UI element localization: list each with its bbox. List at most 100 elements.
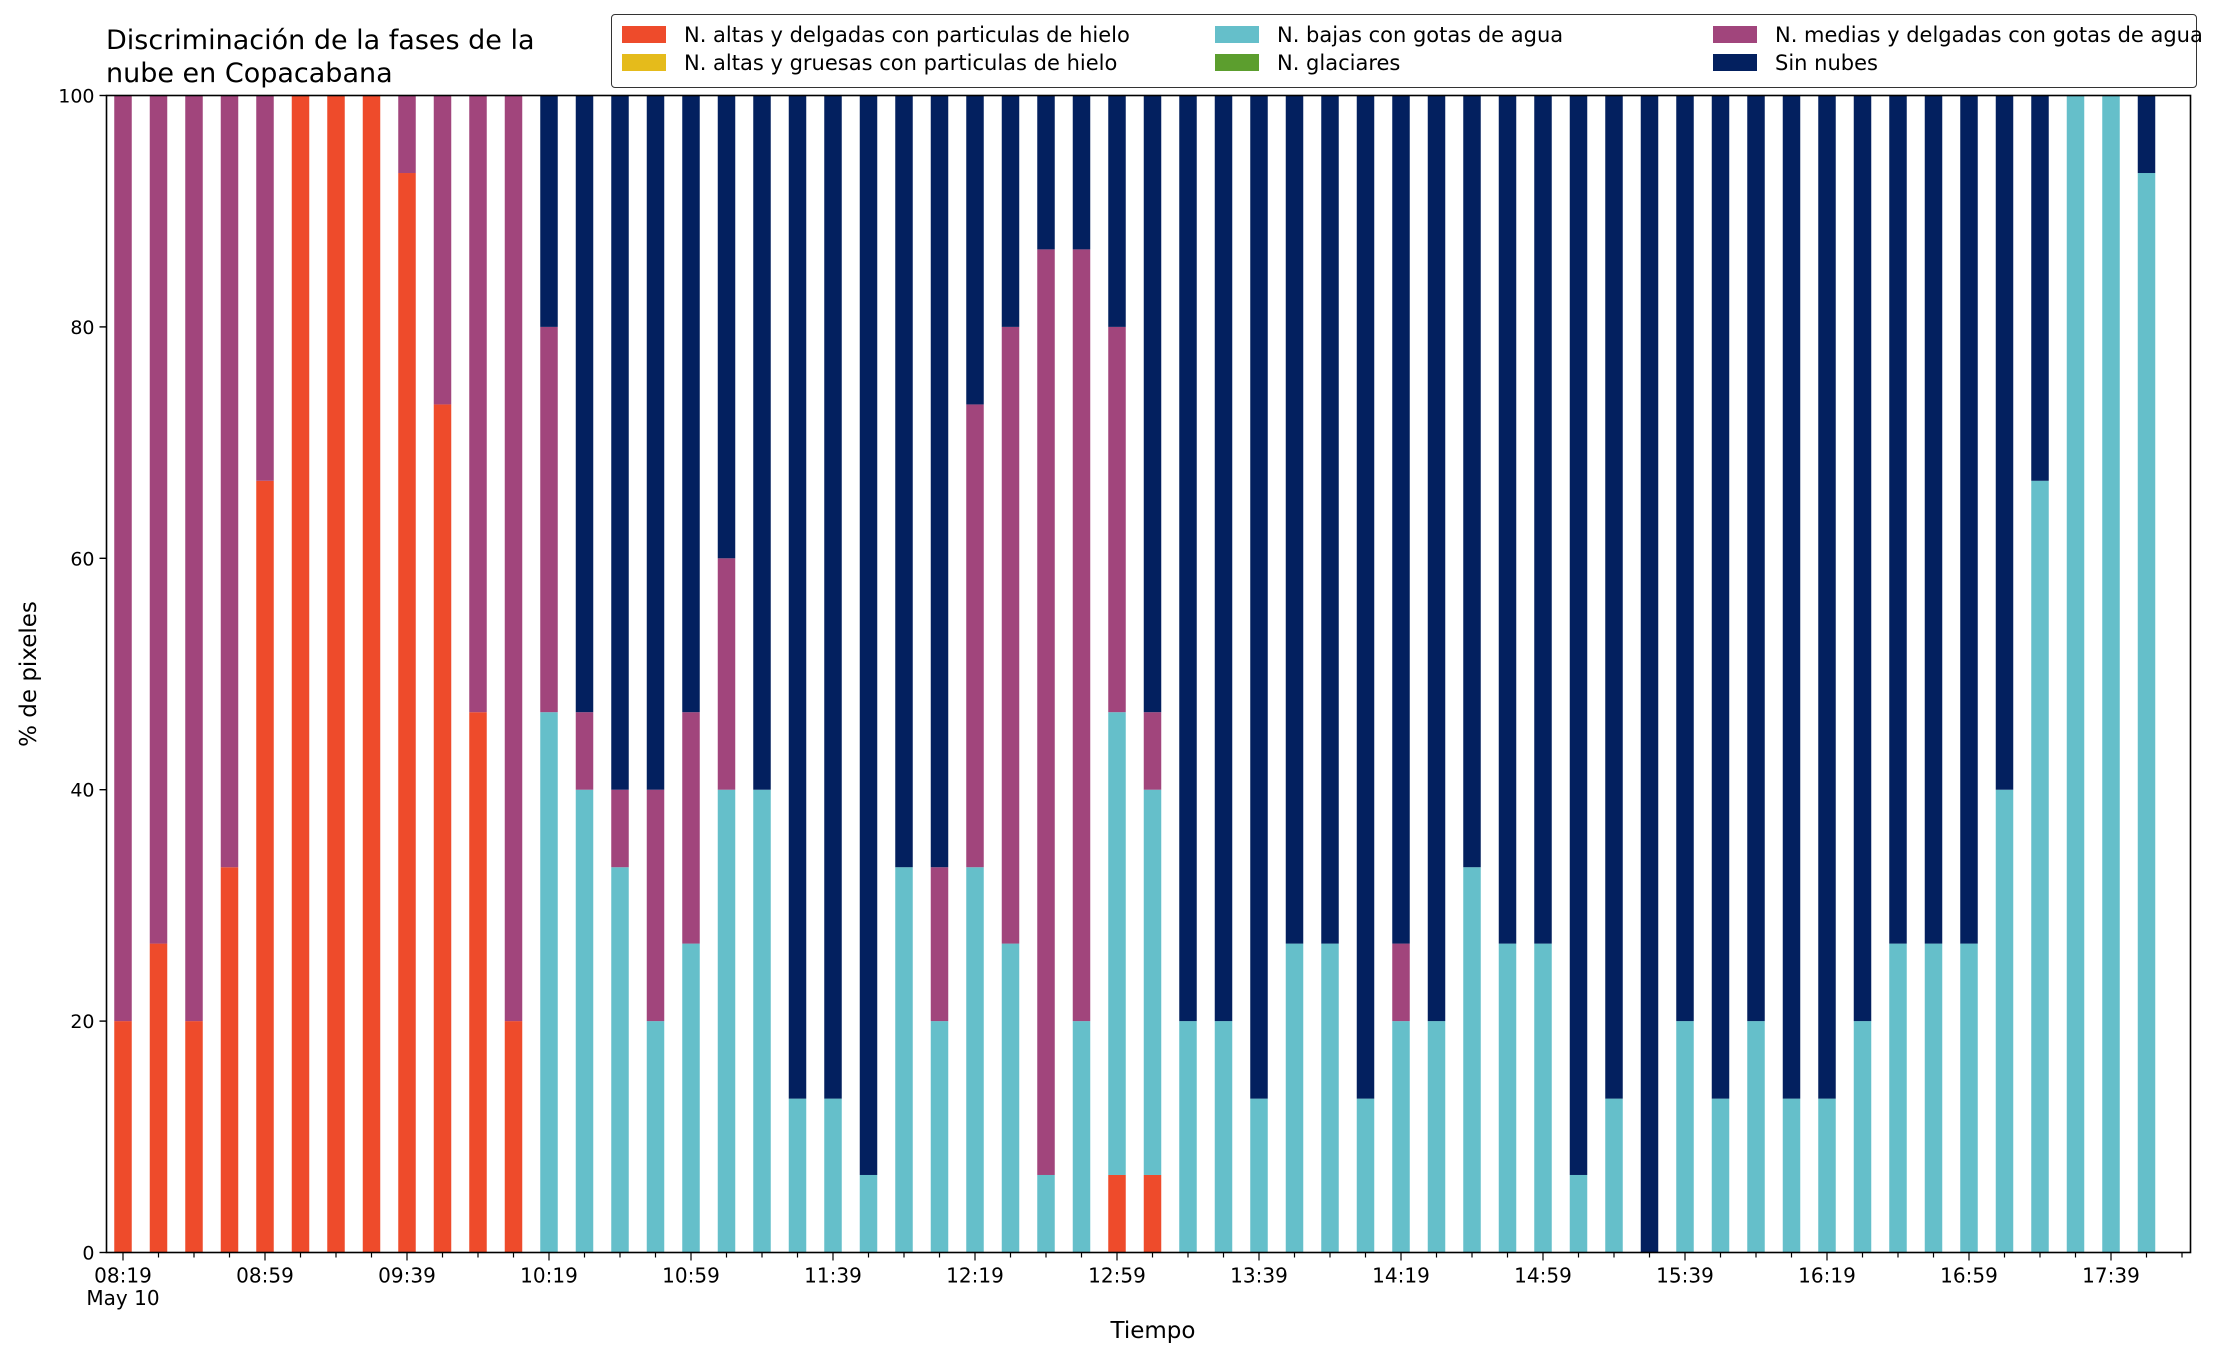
bar-segment — [1285, 943, 1304, 1253]
bar-segment — [1995, 95, 2014, 790]
bar-segment — [149, 95, 168, 944]
bar-segment — [362, 95, 381, 1253]
bar-segment — [220, 867, 239, 1253]
bar-segment — [1711, 95, 1730, 1099]
bar-segment — [1250, 1098, 1268, 1253]
legend: N. altas y delgadas con particulas de hi… — [611, 14, 2203, 88]
x-axis-date-label: May 10 — [86, 1286, 159, 1310]
bar-segment — [2031, 480, 2049, 1253]
bar-segment — [611, 95, 629, 790]
legend-swatch — [1215, 54, 1259, 71]
bar-segment — [291, 95, 310, 1253]
bar-segment — [1747, 1021, 1765, 1253]
bar-segment — [682, 943, 700, 1253]
bar-segment — [1108, 1174, 1126, 1253]
x-tick-label: 10:19 — [520, 1264, 578, 1288]
chart-title-line-1: Discriminación de la fases de la — [106, 25, 535, 56]
bar-segment — [1250, 95, 1268, 1099]
x-tick-label: 15:39 — [1656, 1264, 1714, 1288]
bar-segment — [1498, 943, 1517, 1253]
bar-segment — [504, 95, 523, 1022]
bar-segment — [433, 95, 452, 405]
bar-segment — [824, 1098, 842, 1253]
bar-segment — [966, 404, 984, 868]
bar-segment — [682, 95, 700, 713]
bar-segment — [185, 95, 203, 1022]
bar-segment — [575, 712, 594, 790]
bar-segment — [1960, 943, 1978, 1253]
bar-segment — [824, 95, 842, 1099]
bar-segment — [717, 558, 736, 790]
bar-segment — [611, 867, 629, 1253]
bar-segment — [1321, 95, 1339, 944]
legend-label: N. bajas con gotas de agua — [1277, 23, 1564, 47]
x-tick-label: 17:39 — [2082, 1264, 2140, 1288]
bar-segment — [1179, 95, 1197, 1022]
bar-segment — [433, 404, 452, 1253]
bars-layer — [114, 95, 2156, 1253]
bar-segment — [646, 1021, 665, 1253]
bar-segment — [1143, 712, 1162, 790]
bar-segment — [1001, 943, 1020, 1253]
legend-label: N. glaciares — [1277, 51, 1401, 75]
bar-segment — [1108, 712, 1126, 1175]
bar-segment — [1072, 249, 1091, 1022]
x-tick-label: 08:59 — [236, 1264, 294, 1288]
bar-segment — [1782, 95, 1801, 1099]
bar-segment — [1037, 249, 1055, 1175]
bar-segment — [1569, 1174, 1588, 1253]
bar-segment — [611, 789, 629, 868]
bar-segment — [575, 95, 594, 713]
bar-segment — [1214, 1021, 1233, 1253]
bar-segment — [114, 95, 132, 1022]
bar-segment — [1072, 95, 1091, 250]
x-tick-label: 09:39 — [378, 1264, 436, 1288]
bar-segment — [1001, 326, 1020, 944]
bar-segment — [469, 712, 487, 1253]
legend-swatch — [1713, 54, 1757, 71]
bar-segment — [2137, 173, 2156, 1253]
legend-swatch — [1215, 26, 1259, 43]
bar-segment — [540, 95, 558, 327]
x-tick-label: 14:19 — [1372, 1264, 1430, 1288]
bar-segment — [1392, 1021, 1410, 1253]
bar-segment — [788, 95, 807, 1099]
y-tick-label: 100 — [58, 86, 94, 108]
bar-segment — [1569, 95, 1588, 1175]
bar-segment — [966, 95, 984, 405]
bar-segment — [1321, 943, 1339, 1253]
bar-segment — [1143, 1174, 1162, 1253]
bar-segment — [859, 95, 878, 1175]
bar-segment — [540, 712, 558, 1253]
bar-segment — [2102, 95, 2120, 1253]
y-tick-label: 40 — [70, 780, 94, 802]
bar-segment — [2066, 95, 2085, 1253]
bar-segment — [1924, 943, 1943, 1253]
bar-segment — [788, 1098, 807, 1253]
bar-segment — [1711, 1098, 1730, 1253]
bar-segment — [930, 95, 949, 868]
x-tick-label: 14:59 — [1514, 1264, 1572, 1288]
bar-segment — [327, 95, 345, 1253]
bar-segment — [1960, 95, 1978, 944]
bar-segment — [1605, 1098, 1623, 1253]
bar-segment — [1108, 95, 1126, 327]
bar-segment — [1534, 95, 1552, 944]
legend-label: N. altas y delgadas con particulas de hi… — [684, 23, 1130, 47]
bar-segment — [256, 95, 274, 481]
chart-title-line-2: nube en Copacabana — [106, 58, 393, 89]
bar-segment — [1143, 789, 1162, 1175]
bar-segment — [1498, 95, 1517, 944]
bar-segment — [717, 95, 736, 559]
bar-segment — [895, 867, 913, 1253]
x-tick-label: 10:59 — [662, 1264, 720, 1288]
x-tick-label: 12:59 — [1088, 1264, 1146, 1288]
chart-title: Discriminación de la fases de la nube en… — [106, 24, 535, 90]
bar-segment — [1853, 1021, 1872, 1253]
bar-segment — [1818, 95, 1836, 1099]
bar-segment — [717, 789, 736, 1253]
legend-label: Sin nubes — [1775, 51, 1878, 75]
y-tick-label: 60 — [70, 548, 94, 570]
bar-segment — [646, 789, 665, 1022]
